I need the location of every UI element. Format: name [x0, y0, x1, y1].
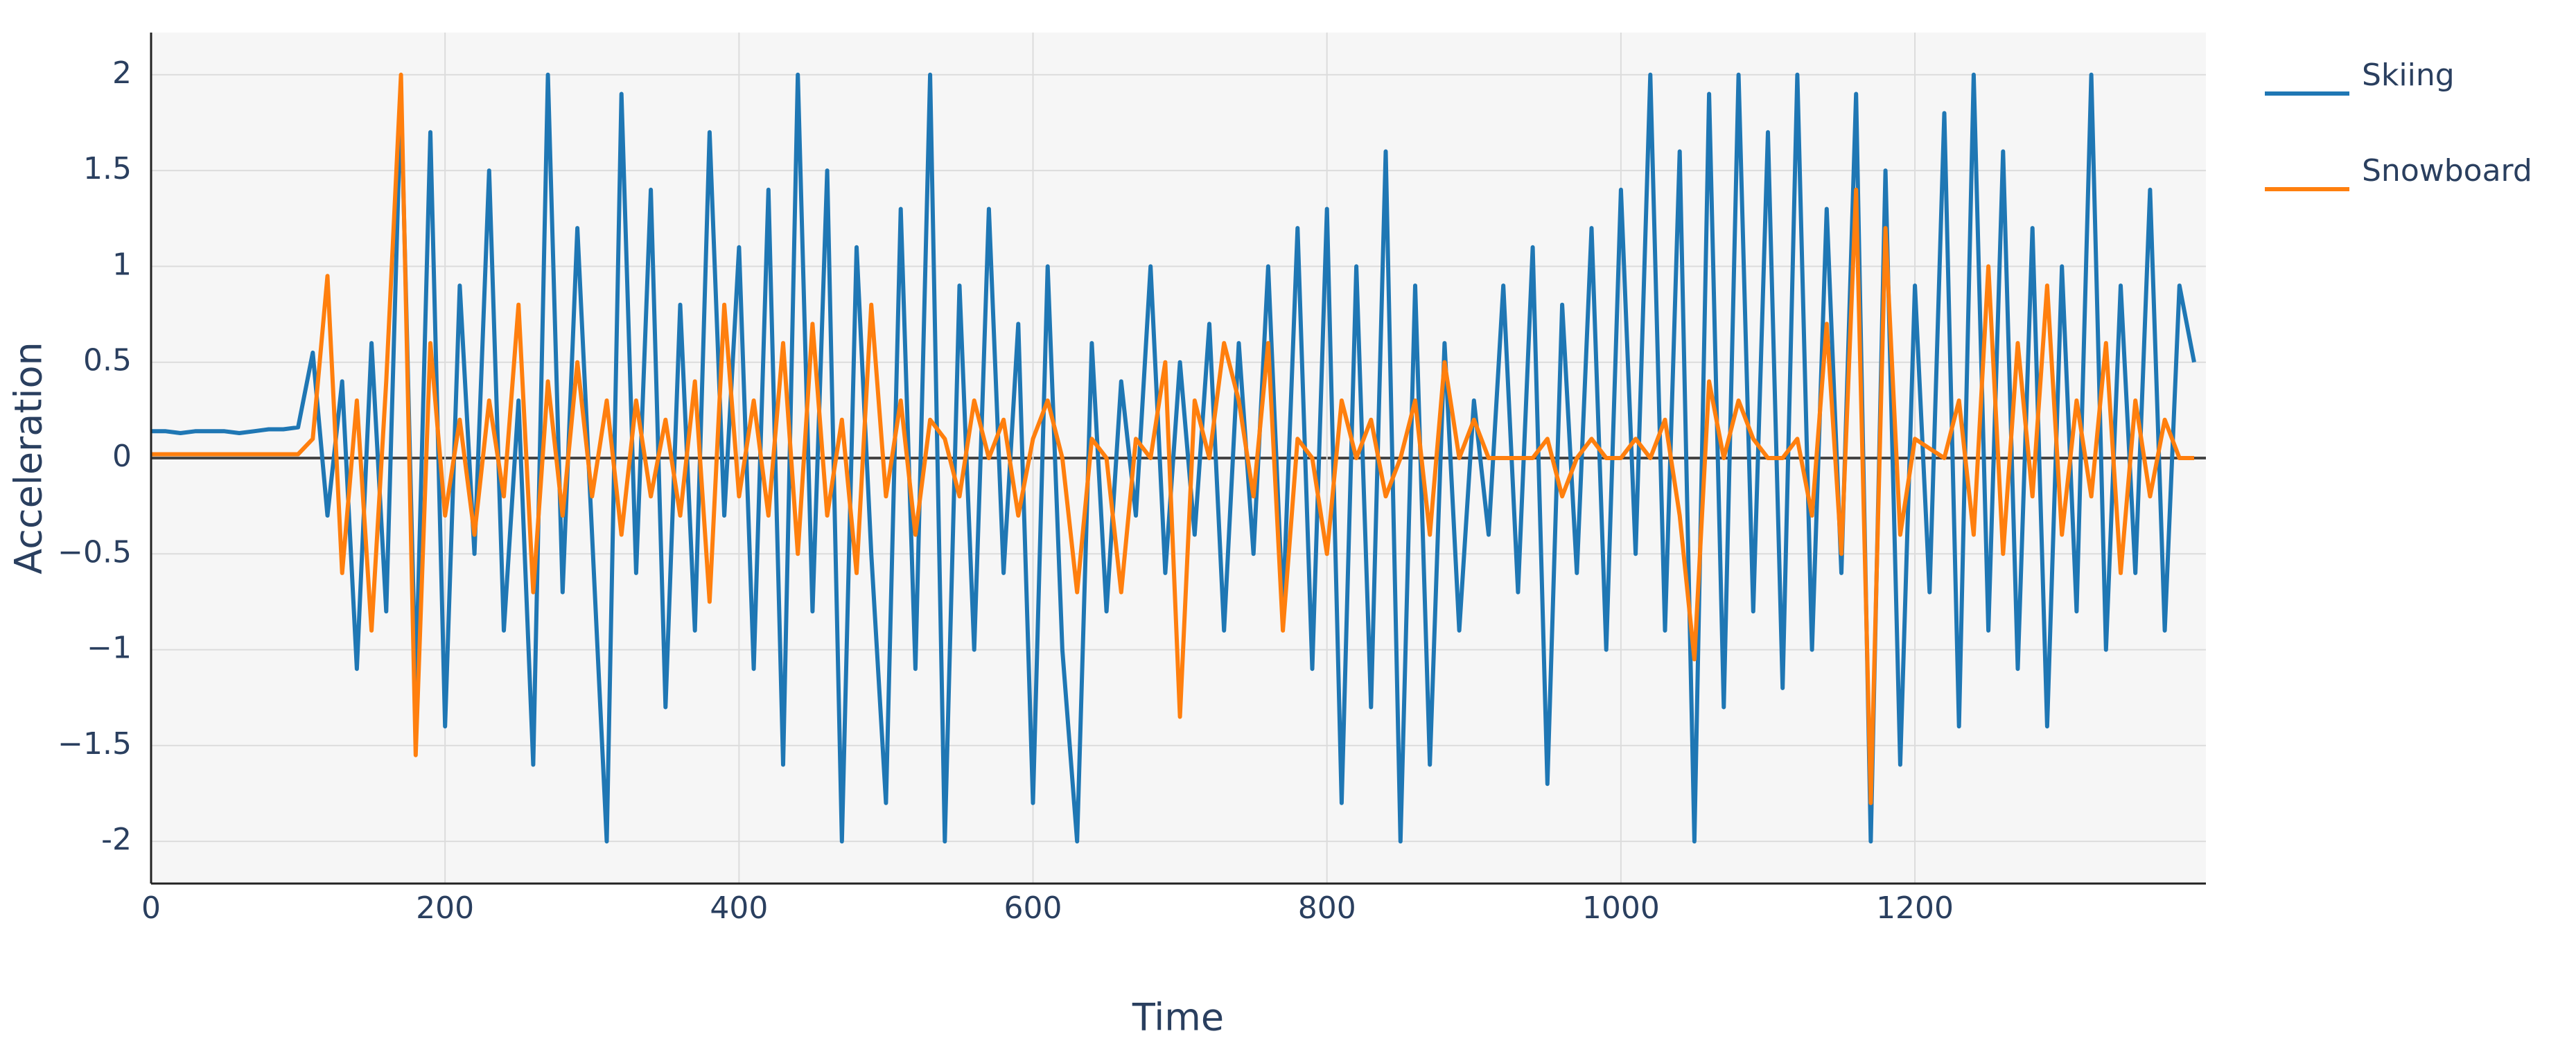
x-tick-label: 800 [1298, 890, 1356, 926]
series-line [151, 72, 2196, 844]
legend-label: Snowboard [2362, 153, 2532, 188]
x-axis-title: Time [1132, 996, 1224, 1039]
y-axis-title: Acceleration [7, 342, 51, 574]
legend-label: Skiing [2362, 58, 2455, 93]
y-tick-label: −1 [87, 631, 132, 666]
lines [151, 72, 2196, 844]
axes: -2 −1.5 −1 −0.5 0 0.5 1 1.5 2 0 200 400 600 800 1000 12… [58, 33, 2206, 926]
y-tick-label: 0 [112, 439, 132, 474]
y-tick-label: 1 [112, 247, 132, 282]
y-tick-label: −1.5 [58, 726, 132, 762]
series-line [151, 72, 2194, 805]
y-tick-label: -2 [101, 822, 132, 857]
y-tick-label: 2 [112, 55, 132, 91]
x-tick-label: 1200 [1876, 890, 1954, 926]
x-tick-label: 400 [710, 890, 768, 926]
y-tick-label: −0.5 [58, 534, 132, 570]
x-tick-label: 200 [416, 890, 474, 926]
y-tick-label: 1.5 [83, 151, 132, 186]
y-tick-label: 0.5 [83, 343, 132, 378]
x-tick-label: 0 [141, 890, 161, 926]
x-tick-label: 1000 [1582, 890, 1660, 926]
x-tick-label: 600 [1004, 890, 1062, 926]
